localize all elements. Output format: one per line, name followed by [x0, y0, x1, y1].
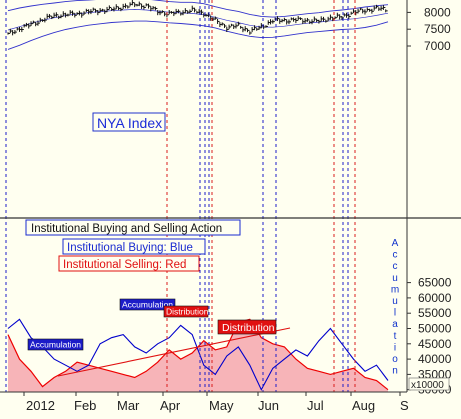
lower-band [7, 20, 389, 50]
accumulation-tag-1: Accumulation [30, 340, 81, 350]
distribution-tag-1-box [163, 305, 209, 318]
buying-line [7, 318, 389, 391]
month-tick-label: Jul [307, 398, 324, 413]
nya-label-box [92, 112, 166, 132]
middle-band [7, 9, 389, 31]
axis-title-letter: i [394, 342, 396, 353]
axis-title-letter: u [392, 296, 398, 307]
scale-label: x10000 [411, 380, 444, 391]
price-tick-label: 7500 [424, 22, 451, 36]
annotations: NYA Index Institutional Buying and Sellin… [25, 112, 291, 377]
title-box [25, 219, 241, 236]
month-tick-label: 2012 [26, 398, 55, 413]
axis-title-letter: m [391, 284, 399, 295]
month-tick-label: Mar [117, 398, 140, 413]
distribution-trendline [57, 327, 291, 377]
upper-band [7, 0, 389, 18]
month-tick-label: Aug [352, 398, 375, 413]
distribution-tag-2-box [217, 319, 277, 335]
panel-title: Institutional Buying and Selling Action [31, 223, 222, 235]
accumulation-tag-2: Accumulation [122, 300, 173, 310]
month-tick-label: S [400, 398, 409, 413]
axis-title-letter: c [393, 250, 398, 261]
selling-legend: Institutional Selling: Red [63, 259, 186, 271]
accumulation-tag-1-box [27, 338, 84, 351]
axis-title-letter: c [393, 261, 398, 272]
axis-title-letter: n [392, 366, 398, 377]
volume-tick-label: 45000 [418, 337, 452, 351]
axis-title-letter: l [394, 308, 396, 319]
month-tick-label: Jun [258, 398, 279, 413]
price-tick-label: 7000 [424, 39, 451, 53]
distribution-tag-1: Distribution [166, 307, 209, 317]
distribution-tag-2: Distribution [222, 322, 275, 334]
nya-label: NYA Index [97, 115, 162, 131]
accumulation-tag-2-box [119, 298, 176, 311]
selling-legend-box [58, 255, 200, 272]
upper-panel [7, 0, 389, 50]
selling-area-fill [8, 319, 388, 392]
volume-tick-label: 50000 [418, 322, 452, 336]
scale-box [408, 377, 450, 391]
volume-tick-label: 40000 [418, 352, 452, 366]
volume-tick-label: 60000 [418, 291, 452, 305]
axis-title-letter: A [392, 238, 399, 249]
axis-title-letter: a [392, 319, 398, 330]
volume-tick-label: 65000 [418, 276, 452, 290]
axis-title-letter: u [392, 273, 398, 284]
price-tick-label: 8000 [424, 5, 451, 19]
month-tick-label: Feb [74, 398, 96, 413]
buying-legend: Institutional Buying: Blue [67, 242, 193, 254]
buying-legend-box [62, 238, 206, 255]
month-tick-label: Apr [160, 398, 181, 413]
month-tick-label: May [209, 398, 234, 413]
axis-title-letter: o [392, 354, 398, 365]
axis-title-letter: t [394, 331, 397, 342]
volume-tick-label: 55000 [418, 306, 452, 320]
